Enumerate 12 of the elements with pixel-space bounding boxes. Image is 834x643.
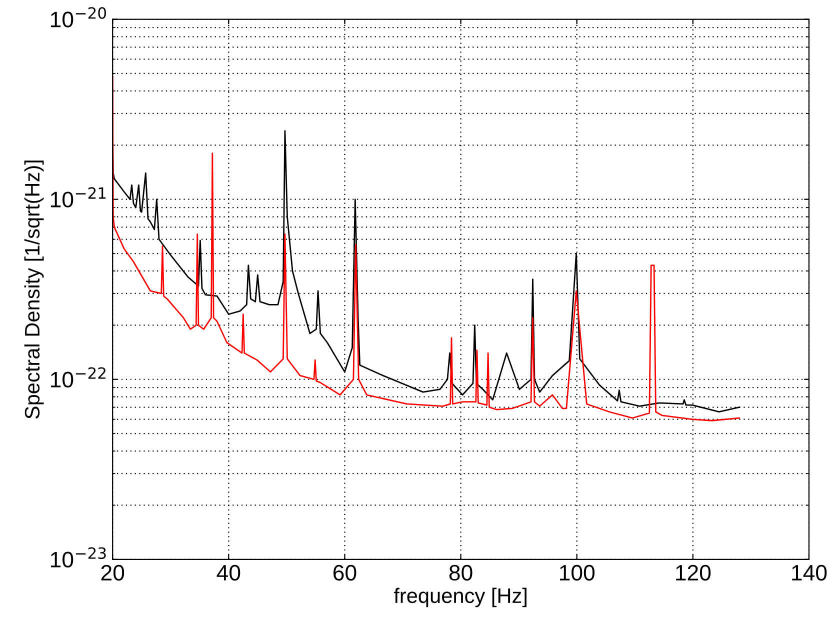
- x-axis-title: frequency [Hz]: [394, 588, 526, 608]
- y-tick-label: 10$^{−22}$: [50, 367, 106, 388]
- x-tick-label: 120: [676, 564, 711, 581]
- x-tick-label: 80: [449, 564, 472, 581]
- x-tick-label: 60: [333, 564, 356, 581]
- y-tick-label: 10$^{−21}$: [50, 187, 106, 208]
- x-tick-label: 40: [216, 564, 240, 581]
- y-axis-title: Spectral Density [1/sqrt(Hz)]: [24, 160, 44, 419]
- x-tick-label: 100: [560, 564, 595, 581]
- y-tick-label: 10$^{−20}$: [50, 7, 106, 28]
- x-tick-label: 20: [101, 564, 124, 581]
- x-tick-label: 140: [792, 564, 827, 581]
